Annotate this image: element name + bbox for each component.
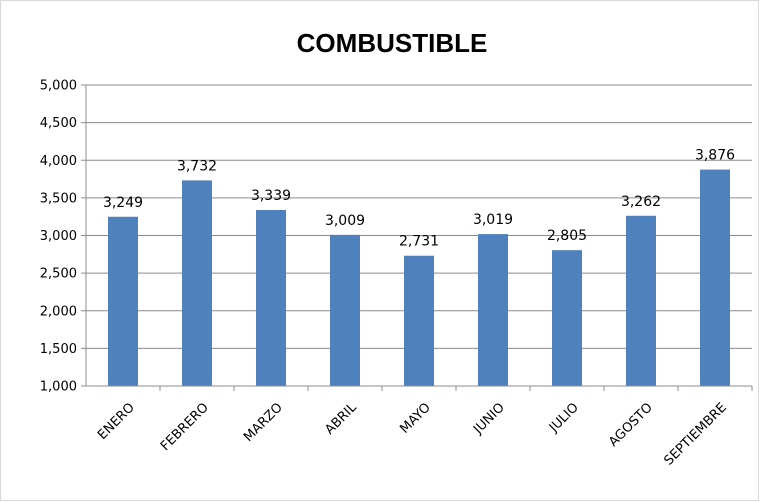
- x-tick-label: SEPTIEMBRE: [661, 400, 729, 468]
- bar-enero: [108, 216, 138, 386]
- x-tick-label: AGOSTO: [606, 400, 656, 450]
- bar-mayo: [404, 255, 434, 386]
- x-tick-label: ABRIL: [322, 400, 360, 438]
- x-tick-label: JULIO: [546, 400, 582, 436]
- y-tick-label: 4,000: [40, 154, 77, 169]
- y-tick-label: 1,000: [40, 380, 77, 395]
- data-label: 3,249: [103, 195, 143, 211]
- bar-junio: [478, 234, 508, 386]
- data-labels: 3,249 3,732 3,339 3,009 2,731 3,019 2,805 3,262…: [103, 148, 735, 250]
- x-tick-label: MAYO: [397, 400, 433, 436]
- y-tick-label: 1,500: [40, 342, 77, 357]
- data-label: 3,009: [325, 213, 365, 229]
- bar-febrero: [182, 180, 212, 386]
- y-tick-label: 5,000: [40, 79, 77, 94]
- chart-title: COMBUSTIBLE: [297, 28, 488, 58]
- bar-julio: [552, 250, 582, 386]
- bars: [108, 169, 730, 386]
- x-tick-label: FEBRERO: [158, 400, 212, 454]
- y-tick-label: 2,500: [40, 267, 77, 282]
- data-label: 3,262: [621, 194, 661, 210]
- y-tick-label: 4,500: [40, 116, 77, 131]
- x-axis-ticks: ENERO FEBRERO MARZO ABRIL MAYO JUNIO JULIO AGOS…: [95, 386, 753, 469]
- data-label: 3,732: [177, 158, 217, 174]
- bar-agosto: [626, 215, 656, 386]
- y-tick-label: 2,000: [40, 304, 77, 319]
- data-label: 3,339: [251, 188, 291, 204]
- bar-septiembre: [700, 169, 730, 386]
- data-label: 2,805: [547, 228, 587, 244]
- x-tick-label: JUNIO: [470, 400, 508, 438]
- bar-abril: [330, 234, 360, 386]
- y-tick-label: 3,000: [40, 229, 77, 244]
- bar-marzo: [256, 209, 286, 386]
- y-axis-ticks: 1,000 1,500 2,000 2,500 3,000 3,500 4,000 4,500…: [40, 79, 86, 395]
- data-label: 3,019: [473, 212, 513, 228]
- data-label: 2,731: [399, 234, 439, 250]
- x-tick-label: MARZO: [241, 400, 286, 445]
- data-label: 3,876: [695, 148, 735, 164]
- x-tick-label: ENERO: [95, 400, 138, 443]
- y-tick-label: 3,500: [40, 191, 77, 206]
